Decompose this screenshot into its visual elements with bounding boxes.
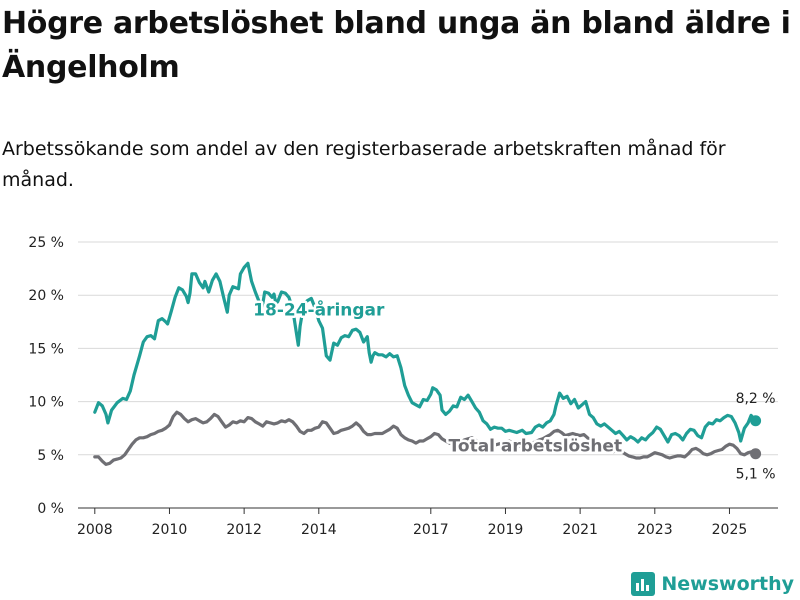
y-tick-label: 5 % xyxy=(37,448,64,464)
x-tick-label: 2025 xyxy=(712,522,748,538)
x-tick-label: 2014 xyxy=(301,522,337,538)
y-tick-label: 10 % xyxy=(28,395,64,411)
chart-subtitle: Arbetssökande som andel av den registerb… xyxy=(2,138,726,191)
y-tick-label: 0 % xyxy=(37,501,64,517)
x-tick-label: 2021 xyxy=(562,522,598,538)
x-tick-label: 2019 xyxy=(488,522,524,538)
x-tick-label: 2010 xyxy=(152,522,188,538)
x-tick-label: 2008 xyxy=(77,522,113,538)
x-tick-label: 2023 xyxy=(637,522,673,538)
series-lines xyxy=(93,261,762,466)
series-labels: 18-24-åringar Total arbetslöshet 8,2 % 5,1 … xyxy=(251,296,776,483)
chart-title: Högre arbetslöshet bland unga än bland ä… xyxy=(2,6,791,85)
y-tick-label: 15 % xyxy=(28,341,64,357)
end-label-total: 5,1 % xyxy=(736,467,776,483)
end-point-youth xyxy=(750,415,762,427)
brand-logo: Newsworthy xyxy=(631,572,794,596)
series-line-youth xyxy=(93,261,758,444)
bar-chart-icon xyxy=(631,572,656,596)
brand-name: Newsworthy xyxy=(661,573,794,595)
series-label-total: Total arbetslöshet xyxy=(449,437,623,457)
y-tick-label: 20 % xyxy=(28,288,64,304)
gridlines xyxy=(78,241,778,456)
series-line-total xyxy=(93,410,758,466)
axes: 0 % 5 % 10 % 15 % 20 % 25 % 2008 2010 2012 2014 20… xyxy=(28,235,778,538)
x-tick-label: 2017 xyxy=(413,522,449,538)
y-tick-label: 25 % xyxy=(28,235,64,251)
end-label-youth: 8,2 % xyxy=(736,391,776,407)
x-tick-label: 2012 xyxy=(226,522,262,538)
series-label-youth: 18-24-åringar xyxy=(253,298,385,320)
end-point-total xyxy=(750,448,762,460)
